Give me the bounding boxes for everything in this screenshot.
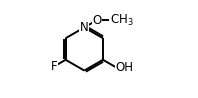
Polygon shape (95, 18, 99, 22)
Polygon shape (82, 25, 87, 30)
Text: CH$_3$: CH$_3$ (110, 13, 133, 28)
Text: N: N (80, 21, 89, 34)
Text: O: O (92, 14, 102, 27)
Text: F: F (50, 60, 57, 73)
Text: OH: OH (116, 61, 134, 74)
